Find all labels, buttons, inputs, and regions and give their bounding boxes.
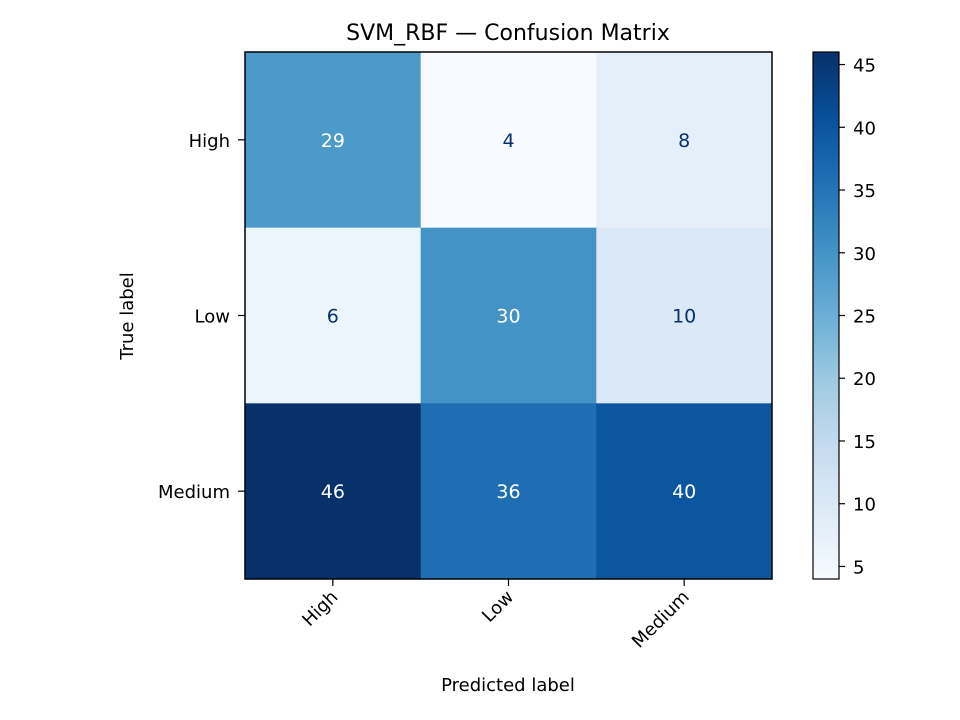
x-tick-label: Low: [478, 587, 518, 627]
chart-title: SVM_RBF — Confusion Matrix: [346, 21, 670, 46]
matrix-cell: [245, 403, 422, 580]
colorbar-tick-label: 20: [853, 369, 876, 390]
matrix-cell: [596, 403, 773, 580]
y-tick-label: Medium: [158, 482, 230, 503]
y-axis-label: True label: [117, 272, 138, 361]
x-axis-ticks: High Low Medium: [298, 579, 694, 653]
matrix-cell: [596, 227, 773, 404]
cell-value-label: 30: [496, 306, 520, 328]
cell-value-label: 6: [327, 306, 339, 328]
matrix-cell: [245, 227, 422, 404]
cell-value-label: 10: [672, 306, 696, 328]
colorbar-tick-label: 45: [853, 56, 876, 77]
x-axis-label: Predicted label: [441, 675, 575, 696]
matrix-cell: [420, 403, 597, 580]
matrix-cell-labels: 29 4 8 6 30 10 46 36 40: [321, 130, 697, 503]
matrix-cells: [245, 52, 773, 580]
y-axis-ticks: High Low Medium: [158, 131, 245, 503]
y-tick-label: Low: [195, 307, 230, 328]
matrix-cell: [420, 52, 597, 229]
colorbar-tick-label: 40: [853, 118, 876, 139]
colorbar-tick-label: 30: [853, 244, 876, 265]
cell-value-label: 46: [321, 481, 345, 503]
cell-value-label: 8: [678, 130, 690, 152]
colorbar-tick-label: 35: [853, 181, 876, 202]
cell-value-label: 40: [672, 481, 696, 503]
cell-value-label: 29: [321, 130, 345, 152]
cell-value-label: 36: [496, 481, 520, 503]
colorbar-tick-label: 25: [853, 307, 876, 328]
matrix-cell: [245, 52, 422, 229]
y-tick-label: High: [189, 131, 230, 152]
colorbar: [812, 51, 840, 580]
matrix-cell: [420, 227, 597, 404]
colorbar-tick-label: 10: [853, 495, 876, 516]
colorbar-tick-label: 15: [853, 432, 876, 453]
colorbar-ticks: 5 10 15 20 25 30 35 40 45: [839, 56, 876, 578]
cell-value-label: 4: [502, 130, 514, 152]
matrix-cell: [596, 52, 773, 229]
x-tick-label: High: [298, 587, 342, 631]
x-tick-label: Medium: [628, 587, 694, 653]
colorbar-tick-label: 5: [853, 557, 864, 578]
